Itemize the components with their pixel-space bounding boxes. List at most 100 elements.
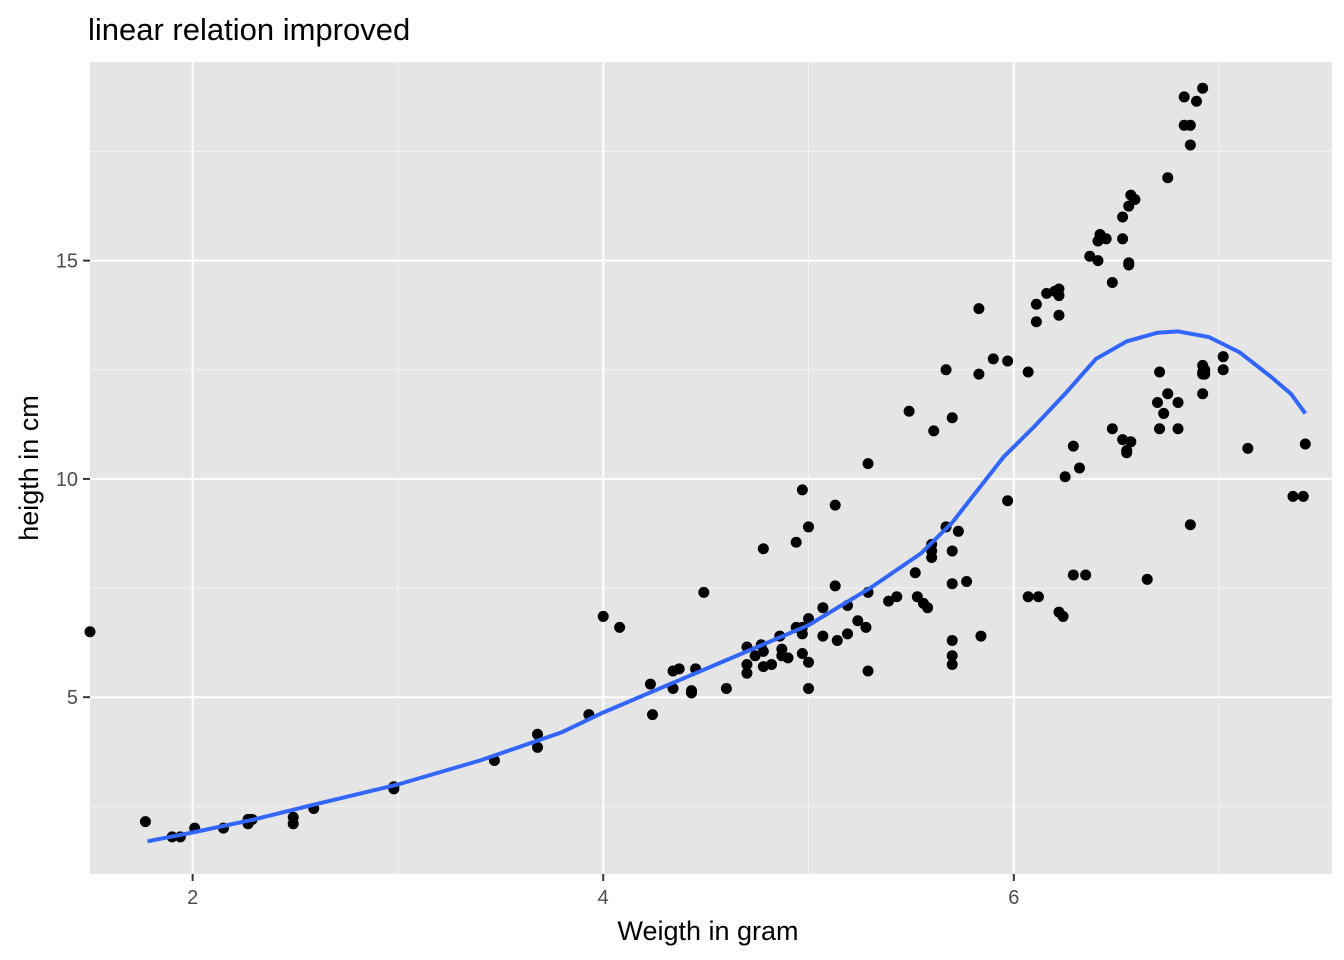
data-point [817, 602, 829, 614]
data-point [1191, 95, 1203, 107]
data-point [1080, 569, 1092, 581]
data-point [961, 576, 973, 588]
data-point [1030, 316, 1042, 328]
data-point [1217, 364, 1229, 376]
y-tick-label: 10 [56, 469, 78, 491]
data-point [1106, 276, 1118, 288]
data-point [720, 682, 732, 694]
plot-panel [90, 62, 1332, 874]
data-point [973, 303, 985, 315]
data-point [1297, 490, 1309, 502]
data-point [1172, 397, 1184, 409]
data-point [1162, 172, 1174, 184]
data-point [757, 543, 769, 555]
data-point [597, 610, 609, 622]
data-point [1032, 591, 1044, 603]
data-point [1053, 290, 1065, 302]
data-point [928, 425, 940, 437]
x-tick-label: 2 [187, 887, 198, 909]
chart-title: linear relation improved [88, 12, 410, 47]
data-point [790, 536, 802, 548]
data-point [1002, 355, 1014, 367]
data-point [946, 634, 958, 646]
data-point [975, 630, 987, 642]
data-point [831, 634, 843, 646]
y-axis: 5 10 15 [56, 251, 90, 709]
data-point [852, 615, 864, 627]
data-point [922, 602, 934, 614]
data-point [796, 648, 808, 660]
data-point [1022, 591, 1034, 603]
data-point [1057, 610, 1069, 622]
data-point [84, 626, 96, 638]
data-point [1092, 255, 1104, 267]
smooth-trend-line [147, 329, 1307, 844]
data-point [1184, 139, 1196, 151]
data-point [796, 484, 808, 496]
data-point [1117, 233, 1129, 245]
data-point [829, 499, 841, 511]
data-point [1067, 440, 1079, 452]
data-point [1141, 573, 1153, 585]
data-point [1059, 471, 1071, 483]
data-point [946, 658, 958, 670]
data-point [1242, 442, 1254, 454]
data-point [287, 811, 299, 823]
data-point [698, 586, 710, 598]
data-point [803, 682, 815, 694]
data-point [782, 652, 794, 664]
data-point [891, 591, 903, 603]
data-point [1106, 423, 1118, 435]
data-point [862, 665, 874, 677]
data-point [1197, 388, 1209, 400]
data-point [860, 621, 872, 633]
data-point [1217, 351, 1229, 363]
data-point [1287, 490, 1299, 502]
data-point [673, 663, 685, 675]
data-point [940, 364, 952, 376]
data-point [803, 521, 815, 533]
data-point [883, 595, 895, 607]
data-point [842, 628, 854, 640]
data-point [803, 656, 815, 668]
data-point [766, 658, 778, 670]
data-point [973, 368, 985, 380]
data-point [1053, 309, 1065, 321]
data-point [532, 728, 544, 740]
data-point [817, 630, 829, 642]
data-point [903, 405, 915, 417]
data-point [1073, 462, 1085, 474]
data-point [532, 741, 544, 753]
x-axis-title: Weigth in gram [617, 916, 798, 946]
data-point [952, 525, 964, 537]
data-point [1002, 495, 1014, 507]
data-point [614, 621, 626, 633]
data-point [644, 678, 656, 690]
minor-gridlines [90, 62, 1332, 874]
data-point [749, 650, 761, 662]
data-point [1129, 194, 1141, 206]
data-point [946, 412, 958, 424]
data-point [741, 658, 753, 670]
data-point [1084, 250, 1096, 262]
data-point [1067, 569, 1079, 581]
data-point [1299, 438, 1311, 450]
x-tick-label: 4 [598, 887, 609, 909]
data-point [1022, 366, 1034, 378]
data-point [862, 458, 874, 470]
data-points [84, 82, 1311, 843]
y-tick-label: 15 [56, 251, 78, 273]
data-point [685, 687, 697, 699]
data-point [1154, 423, 1166, 435]
data-point [1030, 298, 1042, 310]
data-point [1162, 388, 1174, 400]
data-point [1125, 436, 1137, 448]
y-tick-label: 5 [67, 687, 78, 709]
data-point [1100, 233, 1112, 245]
data-point [1184, 519, 1196, 531]
data-point [987, 353, 999, 365]
data-point [1172, 423, 1184, 435]
data-point [1199, 368, 1211, 380]
data-point [1154, 366, 1166, 378]
